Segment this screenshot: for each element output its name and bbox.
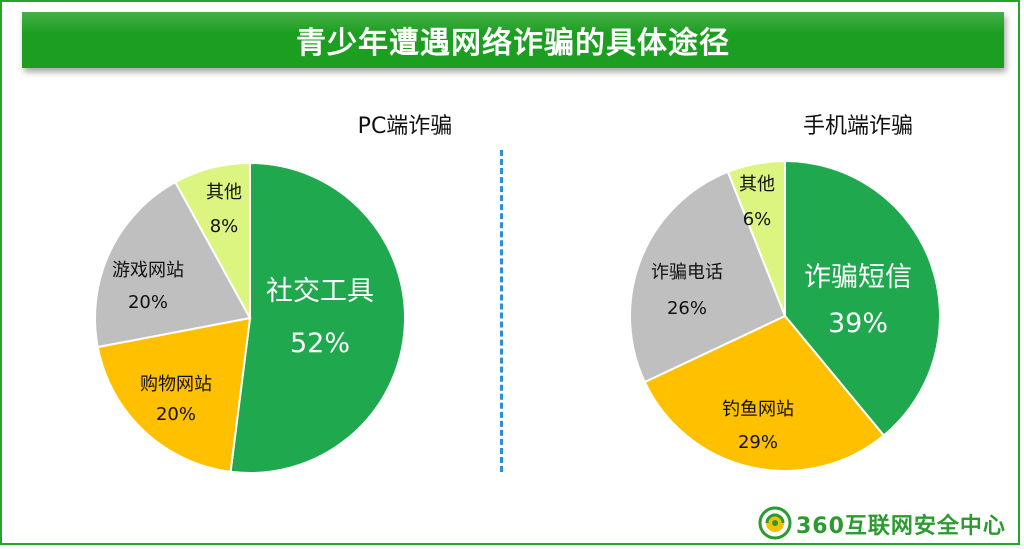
title-banner: 青少年遭遇网络诈骗的具体途径 <box>22 12 1004 68</box>
slice-value-label: 6% <box>743 209 772 230</box>
page-title: 青少年遭遇网络诈骗的具体途径 <box>296 26 730 61</box>
slice-label: 诈骗短信 <box>804 262 912 293</box>
banner-sheen <box>22 12 1004 34</box>
slice-label: 钓鱼网站 <box>722 399 794 420</box>
slice-value-label: 8% <box>210 216 239 237</box>
mobile-pie: 诈骗短信 39% 钓鱼网站 29% 诈骗电话 26% 其他 6% <box>629 159 941 472</box>
pie-slice <box>784 159 941 437</box>
slice-value-label: 39% <box>828 308 888 339</box>
slice-value-label: 26% <box>667 298 707 319</box>
pie-slice <box>726 159 786 317</box>
slice-value-label: 29% <box>738 432 778 453</box>
slice-label: 购物网站 <box>140 374 212 395</box>
slice-label: 诈骗电话 <box>651 262 723 283</box>
pie-slice <box>629 170 787 384</box>
slice-label: 游戏网站 <box>112 260 184 281</box>
slice-label: 社交工具 <box>266 276 374 307</box>
mobile-chart-title: 手机端诈骗 <box>803 114 913 139</box>
pie-slice <box>173 161 251 319</box>
chart-divider <box>500 150 503 472</box>
slice-value-label: 20% <box>156 404 196 425</box>
pc-pie: 社交工具 52% 购物网站 20% 游戏网站 20% 其他 8% <box>94 161 406 474</box>
slice-label: 其他 <box>739 174 775 195</box>
slice-value-label: 52% <box>290 328 350 359</box>
pie-slice <box>94 180 252 349</box>
footer-brand: 360互联网安全中心 <box>796 514 1006 539</box>
360-logo-icon <box>758 506 792 540</box>
slice-value-label: 20% <box>128 292 168 313</box>
pie-slice <box>229 161 406 474</box>
pie-slice <box>96 316 252 473</box>
pc-chart-title: PC端诈骗 <box>358 114 453 139</box>
slice-label: 其他 <box>206 182 242 203</box>
